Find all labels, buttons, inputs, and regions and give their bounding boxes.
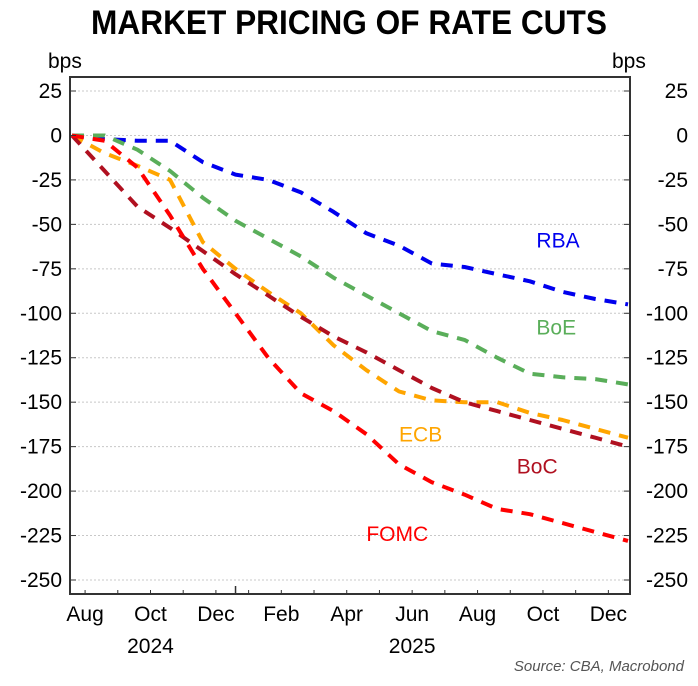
y-tick-label-right: 0 <box>676 124 688 147</box>
series-label-boe: BoE <box>536 317 576 340</box>
series-label-boc: BoC <box>517 455 558 478</box>
y-tick-label-left: -200 <box>20 480 62 503</box>
y-axis-unit-right: bps <box>612 50 646 73</box>
y-tick-label-left: -250 <box>20 569 62 592</box>
series-label-fomc: FOMC <box>366 523 428 546</box>
y-tick-label-left: -25 <box>32 169 62 192</box>
y-tick-label-left: -100 <box>20 302 62 325</box>
y-tick-label-left: -50 <box>32 213 62 236</box>
series-line-boe <box>72 133 629 387</box>
x-tick-label: Jun <box>395 603 429 626</box>
x-tick-label: Oct <box>134 603 167 626</box>
y-tick-label-right: -225 <box>646 525 688 548</box>
y-tick-label-left: -150 <box>20 391 62 414</box>
x-tick-label: Dec <box>590 603 627 626</box>
y-axis-unit-left: bps <box>48 50 82 73</box>
source-note: Source: CBA, Macrobond <box>513 658 684 675</box>
y-tick-label-left: -75 <box>32 258 62 281</box>
plot-frame <box>69 76 631 595</box>
series-labels: RBA BoE ECB BoC FOMC <box>366 229 579 545</box>
chart-title: MARKET PRICING OF RATE CUTS <box>91 4 607 42</box>
y-tick-label-right: -25 <box>658 169 688 192</box>
y-tick-label-right: -75 <box>658 258 688 281</box>
series-line-rba <box>71 133 629 307</box>
x-axis-ticks: Aug Oct Dec Feb Apr Jun Aug Oct Dec 2024 2025 <box>66 586 627 658</box>
x-tick-label: Dec <box>197 603 234 626</box>
x-tick-label: Feb <box>263 603 299 626</box>
y-tick-label-left: -225 <box>20 525 62 548</box>
y-tick-label-left: -125 <box>20 347 62 370</box>
y-tick-label-right: -200 <box>646 480 688 503</box>
y-tick-label-right: 25 <box>665 80 688 103</box>
x-tick-label: Oct <box>527 603 560 626</box>
y-tick-label-left: 25 <box>39 80 62 103</box>
y-tick-label-left: 0 <box>50 124 62 147</box>
y-tick-label-right: -100 <box>646 302 688 325</box>
x-year-label: 2024 <box>127 635 174 658</box>
series-label-rba: RBA <box>536 229 579 252</box>
y-tick-label-right: -150 <box>646 391 688 414</box>
x-tick-label: Aug <box>459 603 496 626</box>
y-tick-label-left: -175 <box>20 436 62 459</box>
series-label-ecb: ECB <box>399 423 442 446</box>
y-axis-ticks: 25 25 0 0 -25 -25 -50 -50 -75 -75 -100 -100 -125 -125… <box>20 80 688 592</box>
y-tick-label-right: -50 <box>658 213 688 236</box>
x-tick-label: Aug <box>66 603 103 626</box>
x-tick-label: Apr <box>330 603 363 626</box>
series-line-ecb <box>71 133 629 440</box>
y-tick-label-right: -125 <box>646 347 688 370</box>
series-line-boc <box>70 134 629 449</box>
y-tick-label-right: -175 <box>646 436 688 459</box>
y-tick-label-right: -250 <box>646 569 688 592</box>
series-lines <box>70 133 629 543</box>
x-year-label: 2025 <box>389 635 436 658</box>
